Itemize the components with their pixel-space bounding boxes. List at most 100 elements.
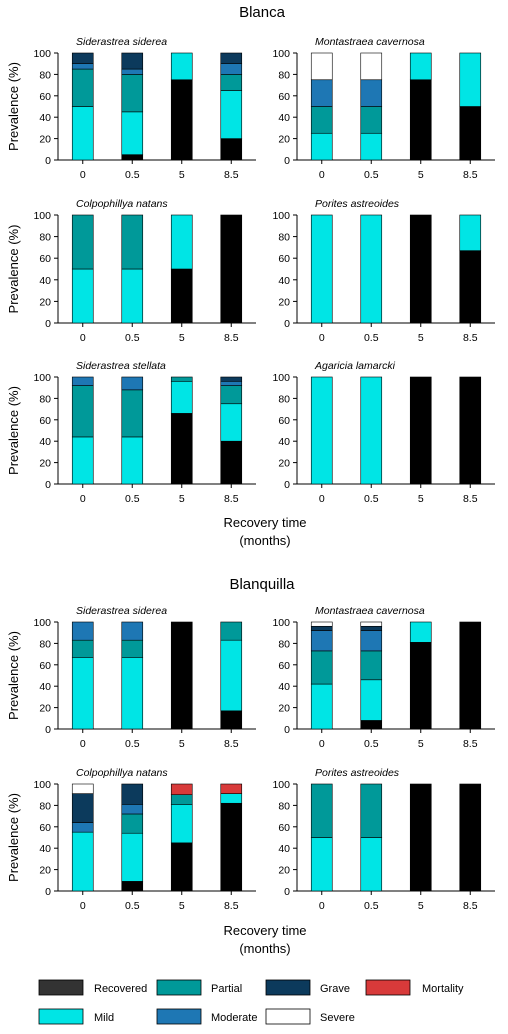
bar-segment-mild: [71, 831, 94, 892]
bar-segment-recovered: [220, 214, 243, 324]
y-tick-label: 0: [284, 155, 290, 167]
x-tick-label: 0: [319, 493, 325, 505]
bar-segment-partial: [71, 68, 94, 107]
y-tick-label: 80: [278, 232, 290, 244]
bar-segment-partial: [310, 783, 333, 838]
bar-segment-partial: [220, 385, 243, 405]
y-tick-label: 40: [39, 681, 51, 693]
chart-panel: Siderastrea siderea 0 20 40 60 80 100 Prevalenc…: [6, 605, 256, 750]
bar-segment-partial: [170, 376, 193, 382]
chart-panel: Montastraea cavernosa 0 20 40 60 80 100 0 0.5 5 8.…: [272, 36, 495, 181]
y-tick-label: 0: [284, 724, 290, 736]
y-tick-label: 80: [278, 69, 290, 81]
y-tick-label: 40: [278, 843, 290, 855]
y-tick-label: 0: [45, 724, 51, 736]
x-tick-label: 8.5: [224, 332, 239, 344]
legend-swatch: [365, 979, 411, 996]
bar-segment-mild: [310, 214, 333, 324]
x-tick-label: 0.5: [125, 493, 140, 505]
y-tick-label: 80: [39, 69, 51, 81]
y-tick-label: 60: [39, 415, 51, 427]
legend-swatch: [156, 979, 202, 996]
x-tick-label: 0: [319, 900, 325, 912]
bar-segment-grave: [121, 52, 144, 70]
bar-segment-recovered: [170, 842, 193, 892]
y-tick-label: 20: [278, 296, 290, 308]
bar-segment-mild: [170, 52, 193, 81]
x-tick-label: 8.5: [463, 493, 478, 505]
bar-segment-moderate: [121, 376, 144, 391]
bar-segment-moderate: [310, 79, 333, 107]
y-tick-label: 100: [33, 210, 51, 222]
bar-segment-recovered: [220, 802, 243, 892]
legend-label: Grave: [320, 983, 350, 995]
bar-segment-moderate: [310, 630, 333, 652]
bar-segment-partial: [121, 214, 144, 270]
legend: Recovered Partial Grave Mortality Mild Modera…: [38, 979, 464, 1025]
bar-segment-recovered: [121, 881, 144, 892]
bar-segment-partial: [121, 639, 144, 658]
y-tick-label: 40: [278, 112, 290, 124]
y-tick-label: 40: [278, 681, 290, 693]
x-axis-label-blanquilla-line2: (months): [239, 941, 290, 956]
bar-segment-mild: [310, 683, 333, 730]
y-tick-label: 0: [284, 479, 290, 491]
bar-segment-severe: [310, 621, 333, 627]
bar-segment-recovered: [220, 710, 243, 730]
panel-title: Porites astreoides: [315, 198, 400, 210]
bar-segment-mortality: [220, 783, 243, 794]
y-tick-label: 60: [278, 660, 290, 672]
y-tick-label: 60: [39, 91, 51, 103]
bar-segment-recovered: [170, 621, 193, 730]
x-tick-label: 5: [179, 169, 185, 181]
y-tick-label: 20: [278, 134, 290, 146]
bar-segment-grave: [71, 793, 94, 823]
bar-segment-partial: [121, 389, 144, 438]
bar-segment-recovered: [220, 440, 243, 485]
bar-segment-partial: [360, 783, 383, 838]
bar-segment-mild: [360, 679, 383, 721]
bar-segment-mild: [360, 214, 383, 324]
y-tick-label: 40: [278, 436, 290, 448]
bar-segment-recovered: [409, 214, 432, 324]
bar-segment-mild: [220, 403, 243, 442]
panel-title: Colpophillya natans: [76, 767, 168, 779]
bar-segment-mild: [121, 832, 144, 882]
x-tick-label: 0: [80, 900, 86, 912]
bar-segment-mild: [121, 436, 144, 485]
y-axis-label: Prevalence (%): [6, 62, 21, 151]
legend-item-recovered: Recovered: [38, 979, 147, 996]
y-tick-label: 100: [272, 617, 290, 629]
y-tick-label: 80: [39, 232, 51, 244]
bar-segment-mild: [409, 621, 432, 643]
x-axis-label-blanca-line1: Recovery time: [223, 515, 306, 530]
bar-segment-severe: [360, 621, 383, 627]
x-tick-label: 5: [418, 169, 424, 181]
bar-segment-mild: [360, 837, 383, 892]
bar-segment-mild: [71, 268, 94, 324]
y-tick-label: 100: [33, 779, 51, 791]
legend-swatch: [156, 1008, 202, 1025]
bar-segment-partial: [121, 813, 144, 834]
y-tick-label: 0: [284, 886, 290, 898]
y-tick-label: 0: [45, 155, 51, 167]
y-tick-label: 0: [45, 318, 51, 330]
legend-label: Severe: [320, 1012, 355, 1024]
y-tick-label: 80: [39, 638, 51, 650]
bar-segment-recovered: [459, 106, 482, 161]
x-tick-label: 8.5: [463, 738, 478, 750]
y-tick-label: 80: [278, 638, 290, 650]
bar-segment-severe: [71, 783, 94, 794]
x-tick-label: 0.5: [364, 169, 379, 181]
x-tick-label: 5: [418, 332, 424, 344]
x-tick-label: 0.5: [364, 900, 379, 912]
bar-segment-grave: [310, 625, 333, 631]
bar-segment-partial: [71, 214, 94, 270]
legend-item-grave: Grave: [265, 979, 350, 996]
x-tick-label: 0: [319, 169, 325, 181]
bar-segment-recovered: [409, 79, 432, 161]
x-axis-label-blanca-line2: (months): [239, 533, 290, 548]
chart-panel: Siderastrea siderea 0 20 40 60 80 100 Prevalenc…: [6, 36, 256, 181]
y-tick-label: 80: [39, 800, 51, 812]
bar-segment-mild: [170, 804, 193, 844]
